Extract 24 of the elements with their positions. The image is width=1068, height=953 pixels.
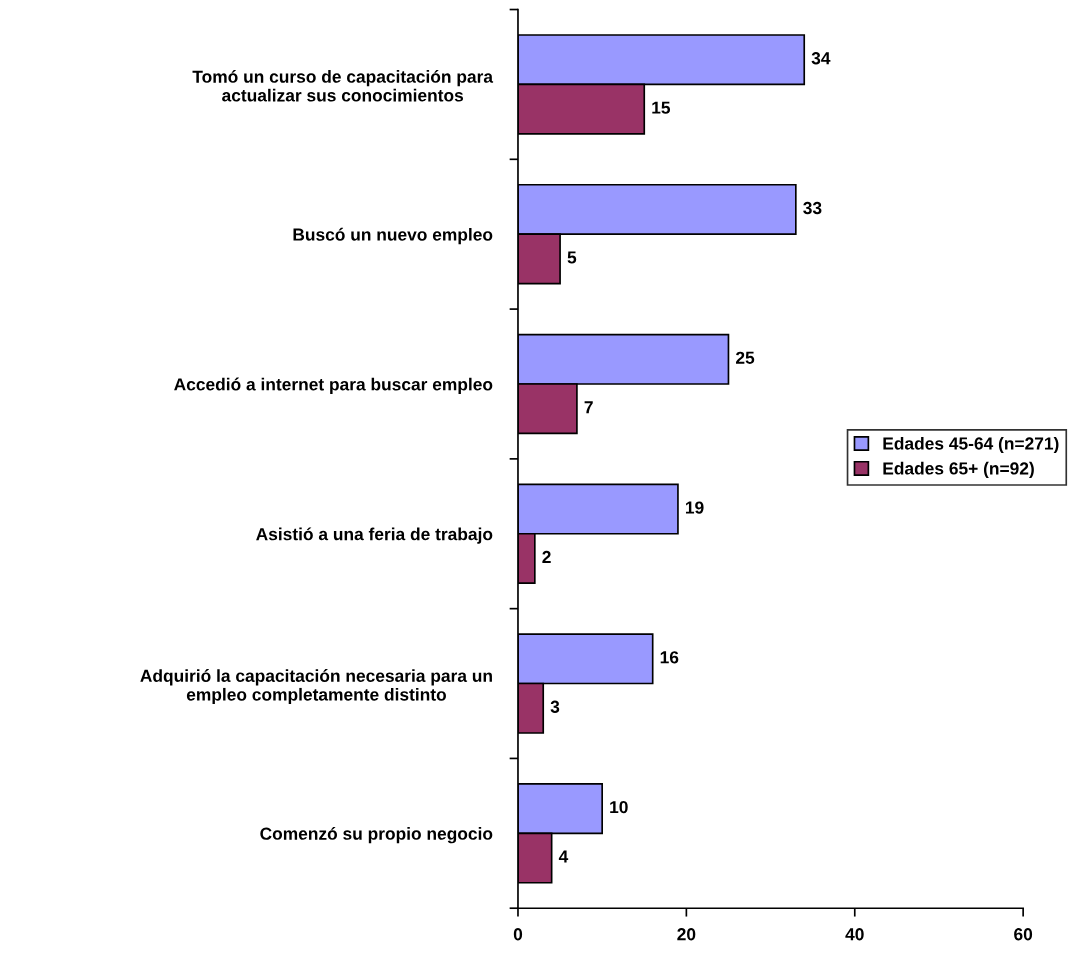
data-label: 19 <box>685 501 704 514</box>
data-label: 15 <box>652 101 671 114</box>
y-tick-label: Buscó un nuevo empleo <box>293 227 493 245</box>
y-tick-label: Tomó un curso de capacitación para actualizar sus conocimientos <box>192 69 494 102</box>
data-label: 2 <box>542 550 551 563</box>
data-label: 33 <box>803 201 822 215</box>
data-label: 5 <box>567 251 577 264</box>
data-label: 3 <box>550 700 560 713</box>
x-tick-label: 40 <box>845 928 864 941</box>
data-label: 34 <box>811 52 831 65</box>
y-tick-label: Asistió a una feria de trabajo <box>256 527 493 544</box>
y-tick-label: Accedió a internet para buscar empleo <box>174 377 493 394</box>
data-label: 16 <box>660 651 679 664</box>
x-tick-label: 20 <box>677 928 696 941</box>
x-tick-label: 60 <box>1014 928 1033 941</box>
legend-label: Edades 45-64 (n=271) <box>883 436 1059 454</box>
data-label: 4 <box>558 850 569 863</box>
x-tick-label: 0 <box>513 928 523 941</box>
y-tick-label: Comenzó su propio negocio <box>260 826 493 844</box>
data-label: 7 <box>584 401 593 414</box>
y-tick-label: Adquirió la capacitación necesaria para un empleo completamente distinto <box>140 669 492 705</box>
data-label: 25 <box>736 351 755 364</box>
data-label: 10 <box>610 800 628 814</box>
legend-label: Edades 65+ (n=92) <box>883 461 1034 479</box>
